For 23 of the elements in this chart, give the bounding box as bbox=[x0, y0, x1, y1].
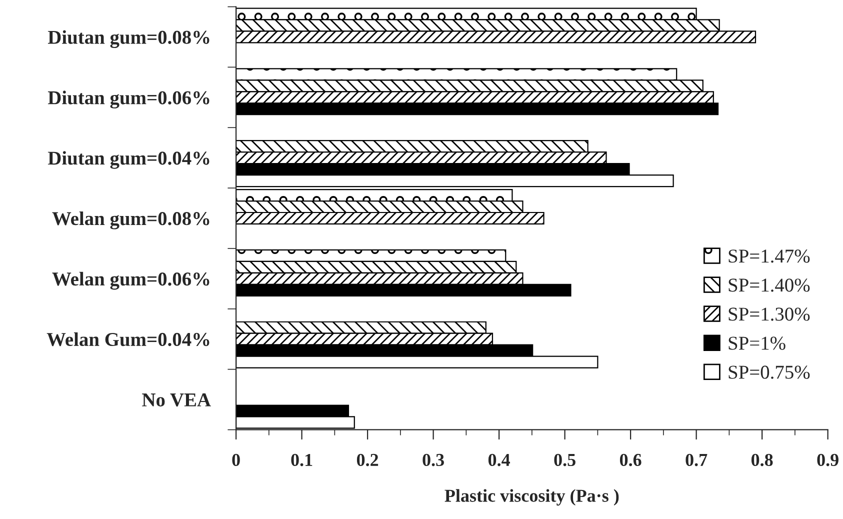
legend-label: SP=1.40% bbox=[728, 278, 810, 292]
x-tick-label: 0.5 bbox=[554, 454, 576, 466]
x-tick-label: 0.8 bbox=[751, 454, 773, 466]
x-tick-label: 0.9 bbox=[817, 454, 838, 466]
x-tick-label: 0.3 bbox=[422, 454, 444, 466]
x-tick-label: 0 bbox=[232, 454, 240, 466]
x-tick-label: 0.2 bbox=[356, 454, 378, 466]
y-tick-label: Diutan gum=0.08% bbox=[48, 30, 210, 48]
x-tick-label: 0.1 bbox=[291, 454, 312, 466]
legend-label: SP=0.75% bbox=[728, 366, 810, 379]
x-tick-label: 0.7 bbox=[686, 454, 708, 466]
y-tick-label: Welan Gum=0.04% bbox=[46, 332, 210, 346]
y-tick-label: Welan gum=0.06% bbox=[52, 272, 210, 290]
x-tick-label: 0.6 bbox=[620, 454, 642, 466]
legend-label: SP=1.30% bbox=[728, 308, 810, 321]
y-tick-label: Diutan gum=0.06% bbox=[48, 90, 210, 108]
x-axis-title: Plastic viscosity (Pa·s ) bbox=[444, 489, 619, 506]
legend-label: SP=1.47% bbox=[728, 250, 810, 263]
legend-label: SP=1% bbox=[728, 336, 786, 350]
x-tick-label: 0.4 bbox=[488, 454, 510, 466]
y-tick-label: Welan gum=0.08% bbox=[52, 211, 210, 230]
y-tick-label: No VEA bbox=[142, 393, 211, 407]
y-tick-label: Diutan gum=0.04% bbox=[48, 151, 210, 169]
